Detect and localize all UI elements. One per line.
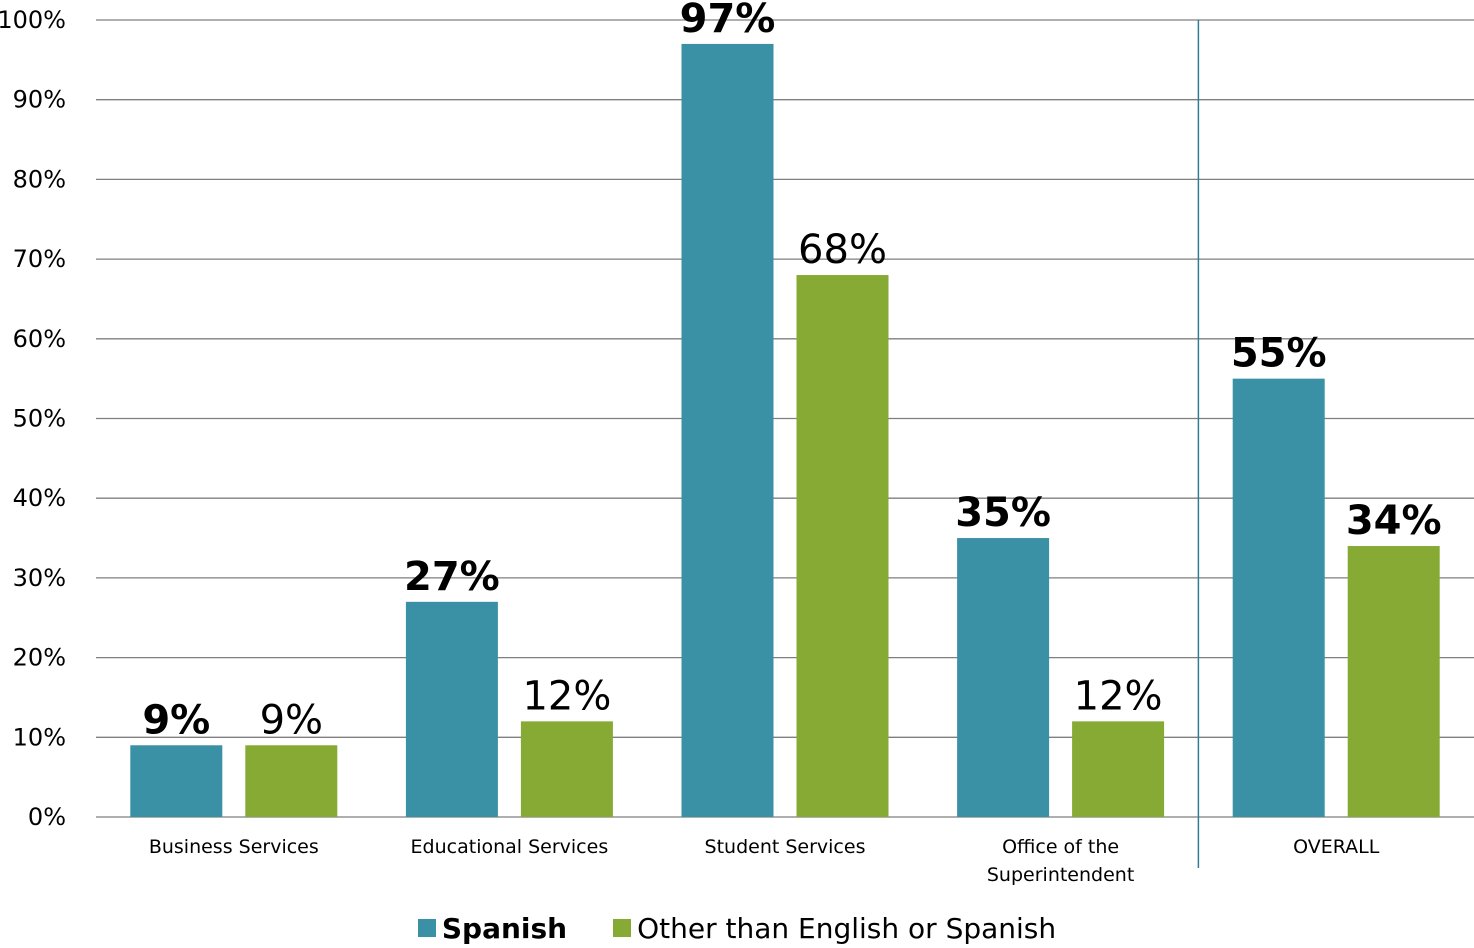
legend-item-other: Other than English or Spanish (613, 912, 1056, 945)
x-category-label: Business Services (149, 836, 319, 858)
legend-swatch-other (613, 919, 632, 937)
x-category-label: OVERALL (1293, 836, 1380, 858)
data-label: 9% (142, 697, 210, 743)
data-label: 97% (680, 0, 776, 42)
bar-spanish (957, 538, 1050, 817)
bar-other (796, 275, 889, 817)
y-tick-label: 30% (13, 564, 66, 592)
x-category-label: Superintendent (987, 864, 1134, 886)
y-tick-label: 100% (0, 6, 66, 34)
legend-label-spanish: Spanish (441, 911, 568, 945)
data-label: 35% (955, 490, 1051, 536)
data-label: 12% (1074, 673, 1163, 719)
x-category-label: Office of the (1002, 836, 1119, 858)
y-tick-label: 70% (13, 245, 66, 273)
data-label: 55% (1231, 331, 1327, 377)
data-label: 9% (260, 697, 323, 743)
x-category-label: Student Services (705, 836, 866, 858)
y-tick-label: 40% (13, 484, 66, 512)
y-tick-label: 10% (13, 723, 66, 751)
bar-other (1347, 546, 1440, 817)
bar-other (520, 721, 613, 817)
data-label: 34% (1346, 498, 1442, 544)
y-tick-label: 80% (13, 165, 66, 193)
data-label: 12% (522, 673, 611, 719)
y-tick-label: 50% (13, 405, 66, 433)
y-tick-label: 20% (13, 644, 66, 672)
legend-label-other: Other than English or Spanish (637, 911, 1057, 945)
bar-spanish (681, 43, 774, 818)
bar-spanish (405, 601, 498, 817)
legend-swatch-spanish (417, 919, 436, 937)
bar-other (1072, 721, 1165, 817)
y-tick-label: 90% (13, 86, 66, 114)
data-label: 68% (798, 227, 887, 273)
y-tick-label: 0% (28, 803, 66, 831)
legend: Spanish Other than English or Spanish (0, 908, 1474, 948)
data-label: 27% (404, 554, 500, 600)
legend-item-spanish: Spanish (417, 911, 568, 945)
bar-spanish (1232, 378, 1325, 817)
y-tick-label: 60% (13, 325, 66, 353)
bar-other (245, 745, 338, 817)
x-category-label: Educational Services (411, 836, 609, 858)
bar-spanish (130, 745, 223, 817)
